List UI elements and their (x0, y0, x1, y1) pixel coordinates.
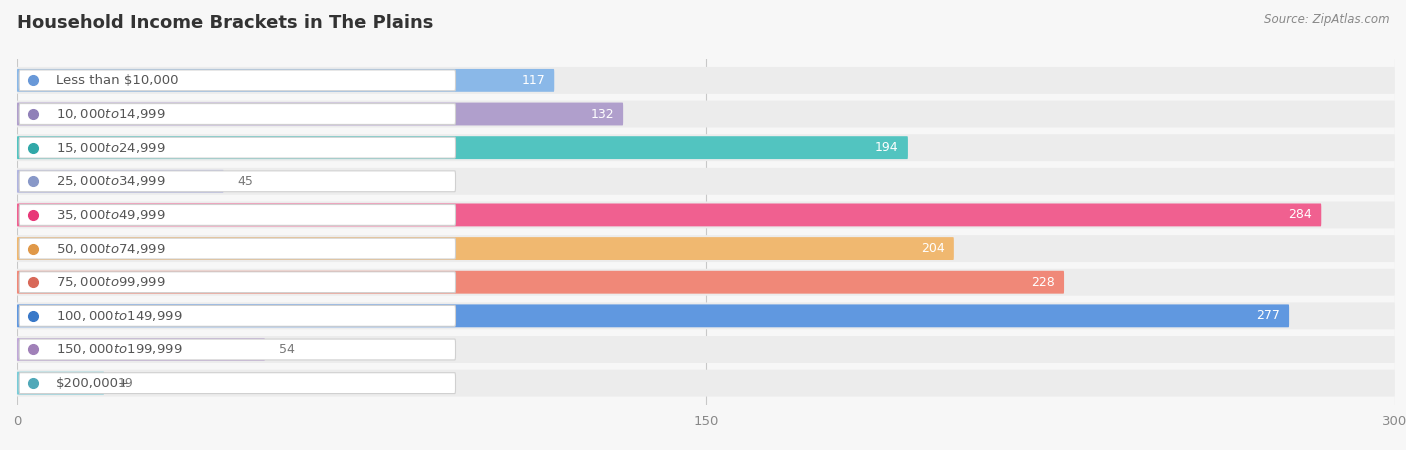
FancyBboxPatch shape (17, 269, 1395, 296)
Text: 284: 284 (1288, 208, 1312, 221)
Text: 19: 19 (118, 377, 134, 390)
Text: $15,000 to $24,999: $15,000 to $24,999 (56, 141, 166, 155)
Text: 45: 45 (238, 175, 253, 188)
FancyBboxPatch shape (20, 204, 456, 225)
FancyBboxPatch shape (17, 170, 224, 193)
FancyBboxPatch shape (17, 235, 1395, 262)
Text: 194: 194 (875, 141, 898, 154)
FancyBboxPatch shape (17, 237, 953, 260)
FancyBboxPatch shape (20, 306, 456, 326)
FancyBboxPatch shape (17, 136, 908, 159)
FancyBboxPatch shape (17, 103, 623, 126)
FancyBboxPatch shape (17, 100, 1395, 127)
FancyBboxPatch shape (20, 137, 456, 158)
Text: $150,000 to $199,999: $150,000 to $199,999 (56, 342, 183, 356)
FancyBboxPatch shape (20, 373, 456, 394)
Text: Less than $10,000: Less than $10,000 (56, 74, 179, 87)
FancyBboxPatch shape (20, 272, 456, 292)
FancyBboxPatch shape (17, 168, 1395, 195)
FancyBboxPatch shape (17, 203, 1322, 226)
Text: 204: 204 (921, 242, 945, 255)
FancyBboxPatch shape (17, 69, 554, 92)
FancyBboxPatch shape (17, 302, 1395, 329)
Text: $75,000 to $99,999: $75,000 to $99,999 (56, 275, 166, 289)
Text: $35,000 to $49,999: $35,000 to $49,999 (56, 208, 166, 222)
FancyBboxPatch shape (17, 202, 1395, 229)
FancyBboxPatch shape (17, 370, 1395, 396)
FancyBboxPatch shape (20, 339, 456, 360)
Text: Household Income Brackets in The Plains: Household Income Brackets in The Plains (17, 14, 433, 32)
FancyBboxPatch shape (17, 336, 1395, 363)
FancyBboxPatch shape (20, 70, 456, 91)
Text: 54: 54 (278, 343, 294, 356)
FancyBboxPatch shape (20, 171, 456, 192)
FancyBboxPatch shape (20, 238, 456, 259)
FancyBboxPatch shape (17, 372, 104, 395)
FancyBboxPatch shape (17, 338, 264, 361)
Text: $100,000 to $149,999: $100,000 to $149,999 (56, 309, 183, 323)
Text: Source: ZipAtlas.com: Source: ZipAtlas.com (1264, 14, 1389, 27)
Text: $50,000 to $74,999: $50,000 to $74,999 (56, 242, 166, 256)
Text: 117: 117 (522, 74, 546, 87)
FancyBboxPatch shape (20, 104, 456, 125)
Text: 277: 277 (1256, 309, 1279, 322)
Text: 228: 228 (1031, 276, 1054, 289)
Text: $25,000 to $34,999: $25,000 to $34,999 (56, 174, 166, 188)
FancyBboxPatch shape (17, 134, 1395, 161)
FancyBboxPatch shape (17, 271, 1064, 294)
Text: $10,000 to $14,999: $10,000 to $14,999 (56, 107, 166, 121)
FancyBboxPatch shape (17, 304, 1289, 327)
Text: $200,000+: $200,000+ (56, 377, 129, 390)
Text: 132: 132 (591, 108, 614, 121)
FancyBboxPatch shape (17, 67, 1395, 94)
